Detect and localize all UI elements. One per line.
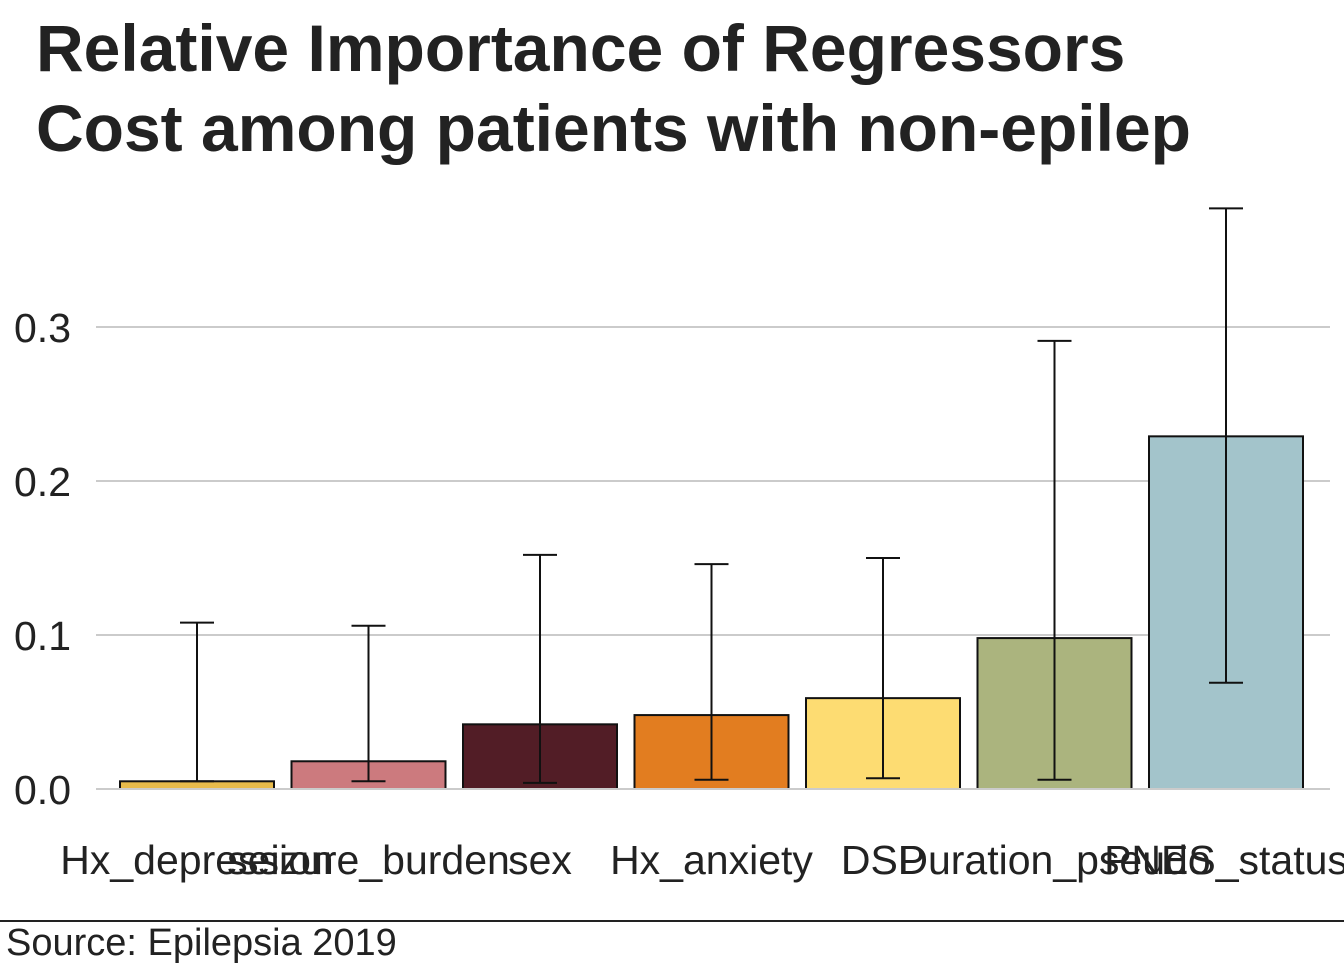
error-bar bbox=[1037, 339, 1072, 781]
source-divider bbox=[0, 920, 1344, 922]
bar bbox=[119, 780, 275, 790]
y-tick-label: 0.2 bbox=[14, 459, 71, 505]
error-bar bbox=[1209, 207, 1243, 684]
bar-chart: 0.0 0.1 0.2 0.3 Hx_depressionseizure_burdens… bbox=[14, 207, 1344, 883]
x-tick-label: Hx_anxiety bbox=[610, 837, 813, 883]
error-bar bbox=[351, 624, 386, 783]
y-tick-label: 0.3 bbox=[14, 305, 71, 351]
y-tick-label: 0.0 bbox=[14, 767, 71, 813]
x-tick-label: Duration_pseudo bbox=[898, 837, 1210, 883]
x-tick-label: seizure_burden bbox=[227, 837, 510, 883]
source-note: Source: Epilepsia 2019 bbox=[6, 922, 397, 964]
error-bar bbox=[866, 557, 900, 780]
chart-title-line1: Relative Importance of Regressors bbox=[36, 11, 1126, 85]
x-tick-label: DSP bbox=[841, 837, 925, 883]
x-tick-label: sex bbox=[508, 837, 572, 883]
error-bar bbox=[694, 563, 729, 781]
y-tick-label: 0.1 bbox=[14, 613, 71, 659]
error-bar bbox=[523, 553, 557, 784]
chart-title: Relative Importance of Regressors Cost a… bbox=[36, 8, 1191, 168]
chart-subtitle: Cost among patients with non-epilep bbox=[36, 91, 1191, 165]
x-tick-label: Hx_depression bbox=[60, 837, 334, 883]
x-tick-label: PNES_status bbox=[1104, 837, 1344, 883]
error-bar bbox=[180, 621, 214, 783]
